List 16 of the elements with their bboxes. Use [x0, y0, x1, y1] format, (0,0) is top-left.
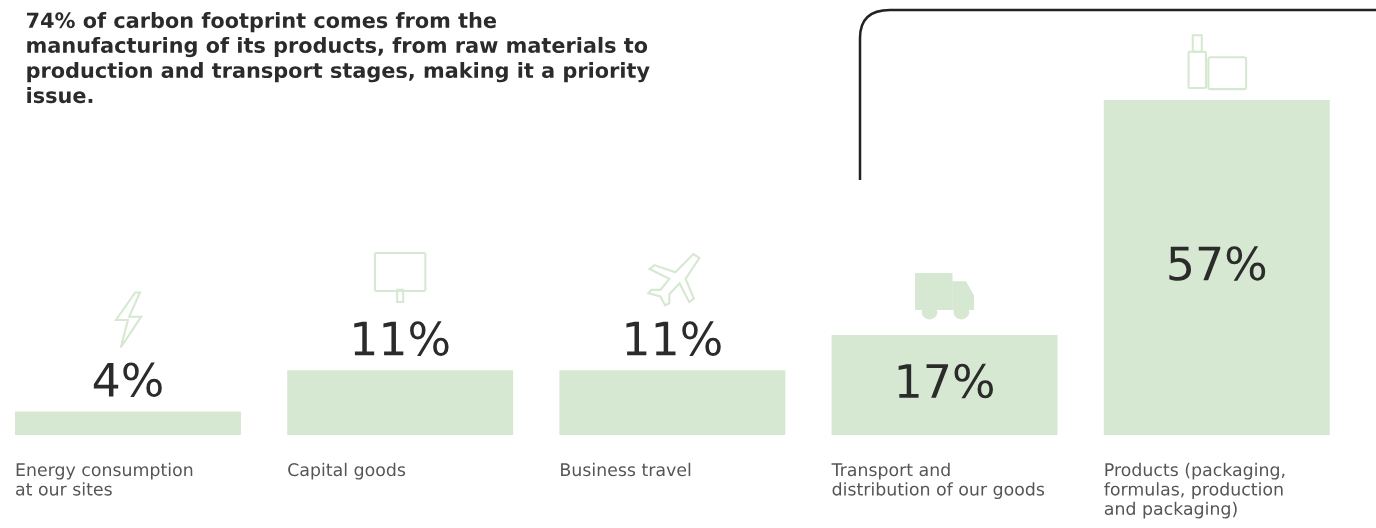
x-tick-label: Products (packaging, formulas, production and packaging)	[1104, 462, 1285, 519]
data-label: 4%	[93, 362, 162, 398]
bar	[287, 370, 514, 435]
data-label: 11%	[354, 321, 449, 356]
data-label: 17%	[898, 363, 993, 399]
chart-title: 74% of carbon footprint comes from the manufacturing of its products, from raw materials to production and transport stages, making it a priority issue.	[26, 12, 650, 104]
bar	[15, 411, 241, 435]
x-tick-label: Transport and distribution of our goods	[831, 462, 1045, 500]
bar	[559, 370, 786, 435]
data-label: 11%	[626, 321, 721, 356]
bar	[1103, 100, 1330, 435]
data-label: 57%	[1169, 246, 1266, 281]
x-tick-label: Capital goods	[288, 462, 406, 480]
x-tick-label: Business travel	[561, 462, 691, 477]
x-tick-label: Energy consumption at our sites	[16, 462, 193, 496]
bar	[831, 335, 1058, 435]
